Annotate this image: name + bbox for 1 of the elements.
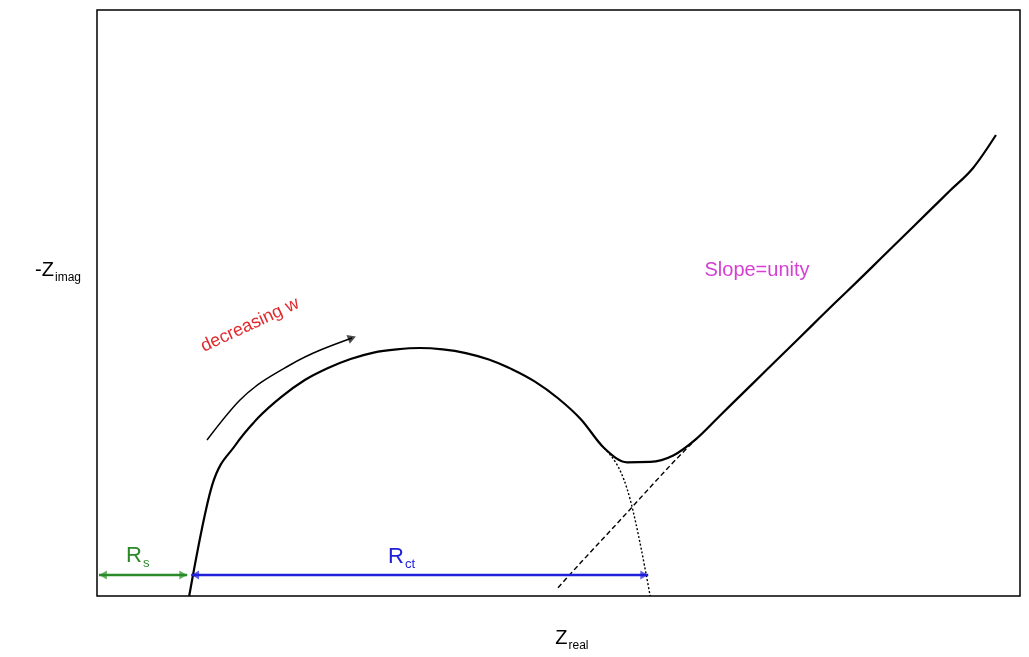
annotation: Slope=unity bbox=[704, 258, 810, 280]
